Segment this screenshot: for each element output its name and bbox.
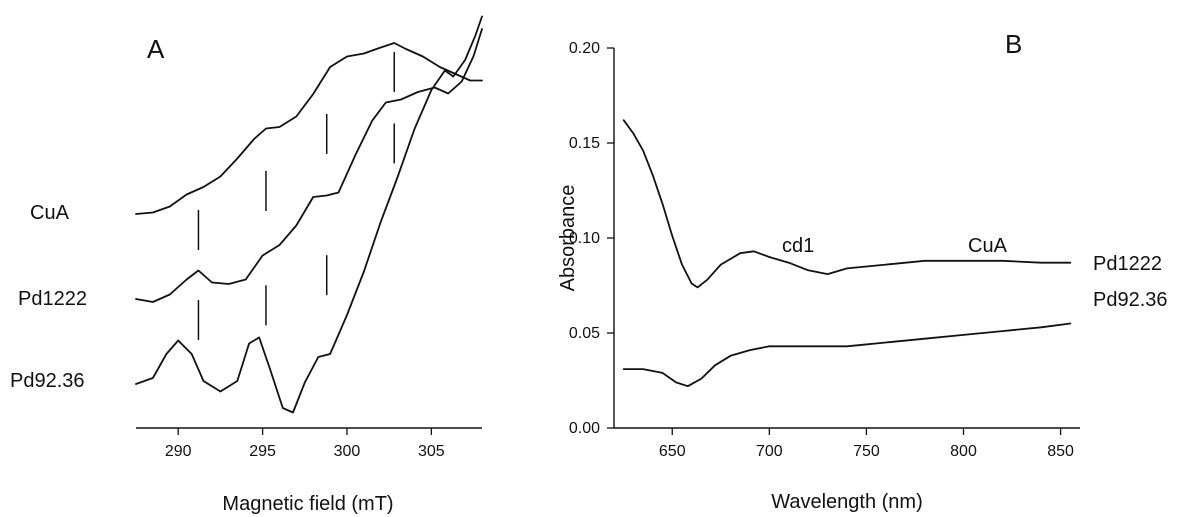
panel-a-x-ticks: 290 295 300 305 [165,428,445,460]
panel-b-xtick-label: 800 [950,443,977,460]
panel-b-traces [622,119,1072,388]
panel-b-ytick-label: 0.05 [569,325,600,342]
panel-a-letter: A [147,34,165,64]
panel-a-xtick-label: 290 [165,443,192,460]
trace-label-pd92-36: Pd92.36 [10,370,85,392]
panel-a-xtick-label: 295 [249,443,276,460]
panel-a-xtick-label: 300 [334,443,361,460]
trace-pd92-36 [135,15,483,414]
panel-b-xlabel: Wavelength (nm) [771,491,923,513]
panel-b: B 650 700 750 800 850 0.00 0.05 0.10 0.15 0.20 cd… [557,29,1168,513]
panel-a-xlabel: Magnetic field (mT) [222,493,393,515]
trace-b-pd92-36 [622,322,1072,388]
panel-b-ytick-label: 0.15 [569,135,600,152]
panel-b-xtick-label: 700 [756,443,783,460]
panel-b-ylabel: Absorbance [557,185,579,292]
trace-pd1222 [135,28,483,303]
trace-label-pd1222: Pd1222 [18,288,87,310]
panel-b-ytick-label: 0.00 [569,420,600,437]
panel-a-traces [135,15,483,414]
panel-b-xtick-label: 850 [1047,443,1074,460]
panel-b-xtick-label: 650 [659,443,686,460]
panel-a: A 290 295 300 305 CuA Pd1222 Pd92.36 Magnet… [10,15,483,515]
panel-b-xtick-label: 750 [853,443,880,460]
annotation-cua: CuA [968,235,1008,257]
panel-b-ytick-label: 0.20 [569,40,600,57]
panel-a-markers [197,51,395,340]
panel-b-ticks: 650 700 750 800 850 0.00 0.05 0.10 0.15 0.20 [569,40,1074,460]
trace-label-cua: CuA [30,202,70,224]
trace-label-pd1222-b: Pd1222 [1093,253,1162,275]
trace-label-pd92-36-b: Pd92.36 [1093,289,1168,311]
panel-b-ytick-label: 0.10 [569,230,600,247]
annotation-cd1: cd1 [782,235,814,257]
panel-b-letter: B [1005,29,1022,59]
panel-a-xtick-label: 305 [418,443,445,460]
trace-cua [135,42,483,215]
trace-b-pd1222 [622,119,1072,289]
